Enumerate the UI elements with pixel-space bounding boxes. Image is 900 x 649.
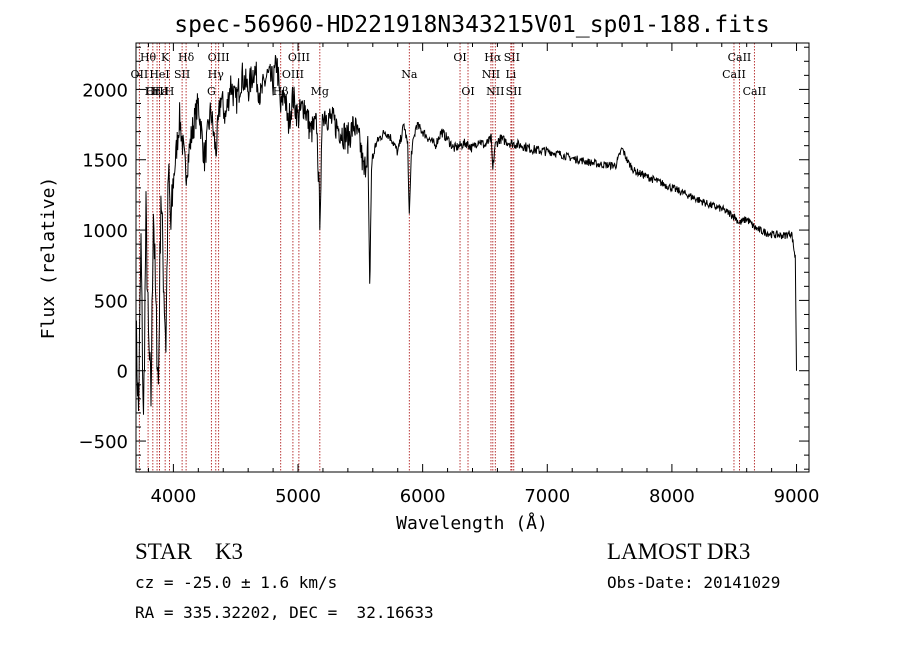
- spectral-line-label-4: Hη: [145, 85, 161, 98]
- y-axis-label: Flux (relative): [38, 177, 59, 340]
- x-tick-label-3: 7000: [524, 486, 570, 507]
- y-tick-label-5: 2000: [82, 80, 128, 101]
- flux-series: [135, 55, 797, 415]
- y-tick-label-0: −500: [79, 432, 128, 453]
- classification-label: STAR K3: [135, 539, 244, 564]
- coordinates-label: RA = 335.32202, DEC = 32.16633: [135, 603, 434, 622]
- spectral-line-label-12: G: [207, 85, 216, 98]
- spectral-line-label-7: H: [165, 85, 175, 98]
- x-tick-label-1: 5000: [275, 486, 321, 507]
- spectral-line-label-9: SII: [174, 68, 190, 81]
- spectral-line-markers: HθOIIOIIIHεHηKHeIHHδSIIOIIIHγGOIIIOIIIHβ…: [131, 43, 767, 472]
- y-tick-label-4: 1500: [82, 151, 128, 172]
- spectral-line-label-23: SII: [504, 51, 520, 64]
- spectral-line-label-18: OI: [453, 51, 466, 64]
- spectral-line-label-1: OII: [131, 68, 149, 81]
- spectral-line-label-26: CaII: [728, 51, 752, 64]
- y-tick-label-3: 1000: [82, 221, 128, 242]
- spectrum-chart: spec-56960-HD221918N343215V01_sp01-188.f…: [38, 12, 820, 534]
- spectral-line-label-11: Hγ: [208, 68, 225, 81]
- y-tick-label-1: 0: [117, 362, 128, 383]
- survey-label: LAMOST DR3: [607, 539, 751, 564]
- obs-date-label: Obs-Date: 20141029: [607, 573, 781, 592]
- spectral-line-label-13: OIII: [288, 51, 310, 64]
- spectral-line-label-24: Li: [505, 68, 516, 81]
- spectral-line-label-19: OI: [461, 85, 474, 98]
- spectral-line-label-2: OIII: [146, 85, 168, 98]
- chart-title: spec-56960-HD221918N343215V01_sp01-188.f…: [174, 12, 769, 38]
- spectral-line-label-21: NII: [482, 68, 500, 81]
- spectral-line-label-6: HeI: [149, 68, 169, 81]
- spectral-line-label-28: CaII: [743, 85, 767, 98]
- spectral-line-label-22: NII: [486, 85, 504, 98]
- x-tick-label-5: 9000: [774, 486, 820, 507]
- x-tick-label-0: 4000: [150, 486, 196, 507]
- y-tick-label-2: 500: [94, 291, 128, 312]
- spectral-line-label-14: OIII: [282, 68, 304, 81]
- x-axis-label: Wavelength (Å): [396, 512, 548, 534]
- spectral-line-label-10: OIII: [208, 51, 230, 64]
- x-tick-label-4: 8000: [649, 486, 695, 507]
- spectral-line-label-25: SII: [506, 85, 522, 98]
- spectral-line-label-0: Hθ: [140, 51, 157, 64]
- flux-line-0: [135, 55, 797, 415]
- spectral-line-label-27: CaII: [722, 68, 746, 81]
- spectral-line-label-8: Hδ: [178, 51, 195, 64]
- axes: 4000 5000 6000 7000 8000 9000 −500 0 500 1000 1500…: [79, 43, 820, 507]
- spectral-line-label-5: K: [161, 51, 170, 64]
- spectral-line-label-17: Na: [401, 68, 418, 81]
- spectral-line-label-20: Hα: [484, 51, 502, 64]
- redshift-label: cz = -25.0 ± 1.6 km/s: [135, 573, 338, 592]
- x-tick-label-2: 6000: [400, 486, 446, 507]
- spectral-line-label-16: Mg: [311, 85, 329, 98]
